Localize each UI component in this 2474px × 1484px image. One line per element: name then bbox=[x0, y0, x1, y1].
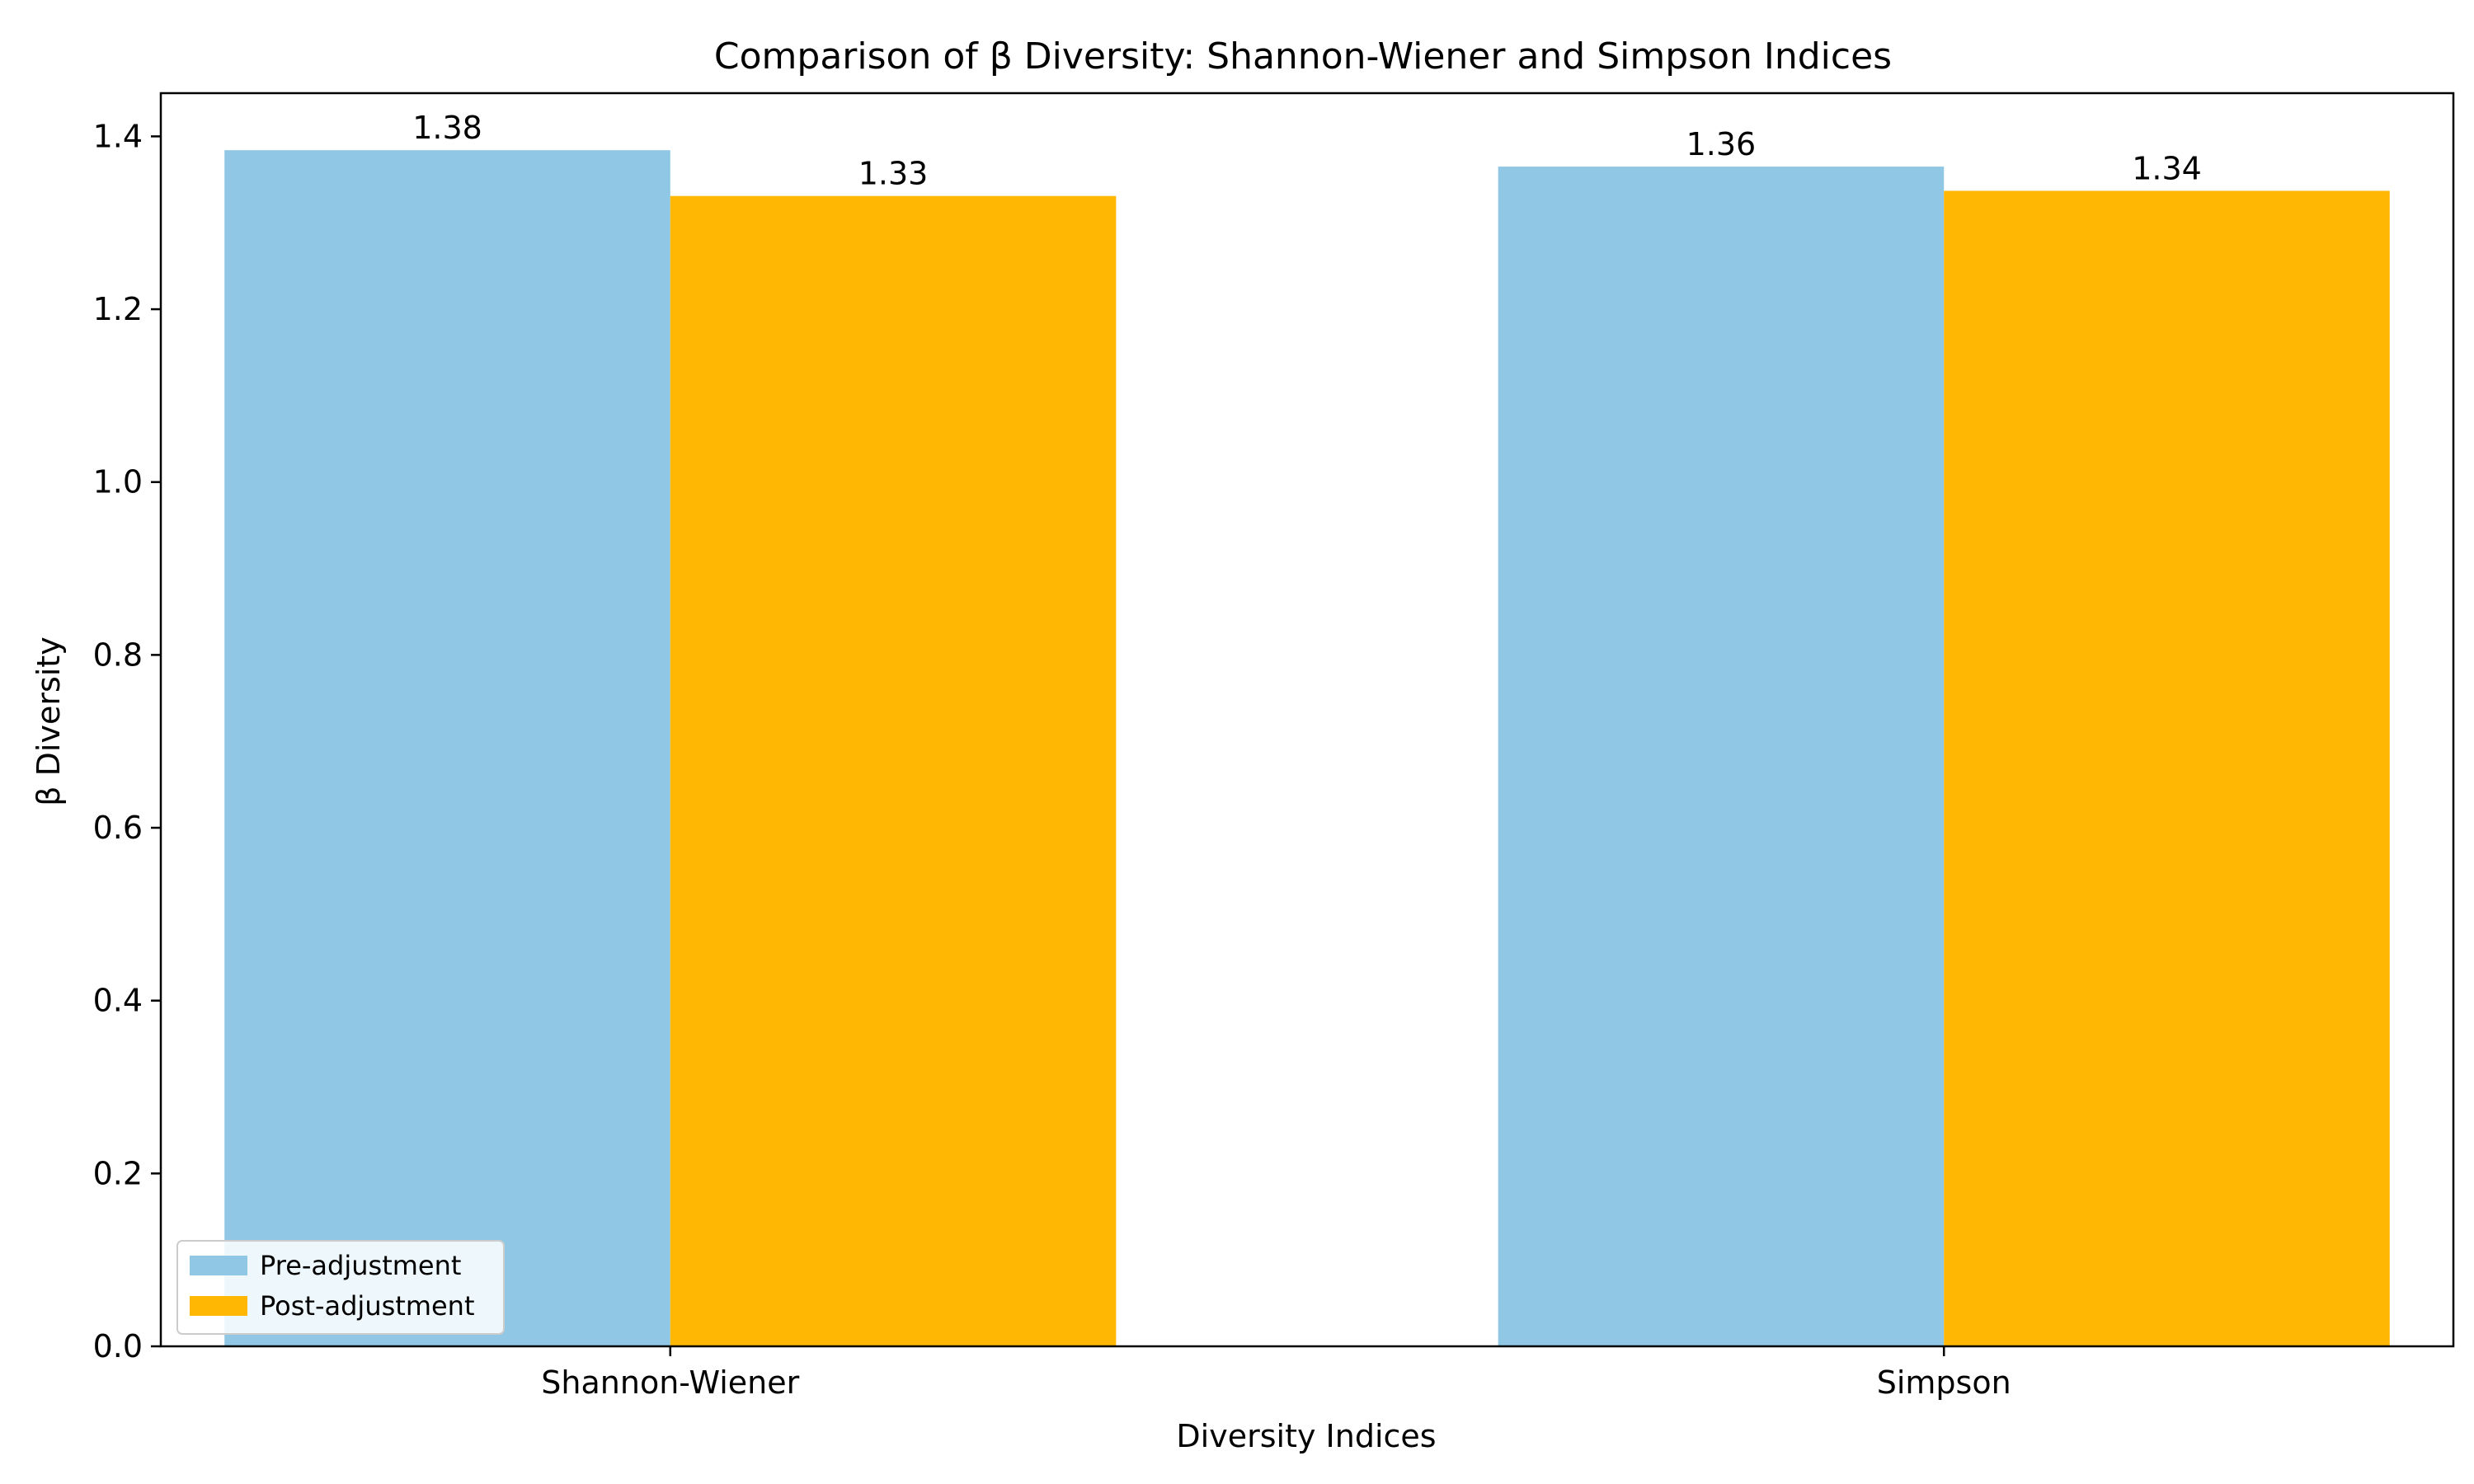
y-tick-label: 0.0 bbox=[93, 1328, 143, 1364]
y-tick-label: 1.2 bbox=[93, 291, 143, 327]
bar-pre-1 bbox=[1498, 167, 1945, 1346]
legend-label: Post-adjustment bbox=[260, 1290, 475, 1322]
bar-value-label: 1.36 bbox=[1686, 126, 1757, 162]
axes-frame bbox=[159, 92, 2455, 1348]
x-axis-label: Diversity Indices bbox=[1176, 1418, 1436, 1454]
legend: Pre-adjustment Post-adjustment bbox=[176, 1240, 505, 1335]
bar-value-label: 1.38 bbox=[412, 110, 482, 146]
y-axis-label: β Diversity bbox=[31, 636, 67, 805]
chart-title: Comparison of β Diversity: Shannon-Wiene… bbox=[714, 35, 1892, 77]
legend-box bbox=[176, 1240, 505, 1335]
x-tick-label: Shannon-Wiener bbox=[541, 1364, 799, 1401]
legend-swatch-pre bbox=[190, 1256, 247, 1275]
y-tick-label: 0.2 bbox=[93, 1155, 143, 1191]
bar-value-label: 1.34 bbox=[2132, 150, 2202, 186]
y-tick-label: 0.6 bbox=[93, 810, 143, 846]
y-tick-label: 1.4 bbox=[93, 118, 143, 154]
plot-area: 1.38 1.36 1.33 1.34 0.0 0.2 0.4 0.6 0.8 1.0 1.2 1.4… bbox=[93, 92, 2455, 1401]
y-tick-label: 1.0 bbox=[93, 464, 143, 500]
y-tick-label: 0.4 bbox=[93, 983, 143, 1019]
legend-label: Pre-adjustment bbox=[260, 1250, 461, 1281]
bar-post-0 bbox=[670, 195, 1117, 1346]
bar-value-label: 1.33 bbox=[858, 156, 929, 192]
x-tick-label: Simpson bbox=[1877, 1364, 2011, 1401]
bar-pre-0 bbox=[224, 150, 670, 1347]
bar-post-1 bbox=[1944, 190, 2390, 1346]
legend-swatch-post bbox=[190, 1296, 247, 1316]
y-tick-label: 0.8 bbox=[93, 636, 143, 673]
